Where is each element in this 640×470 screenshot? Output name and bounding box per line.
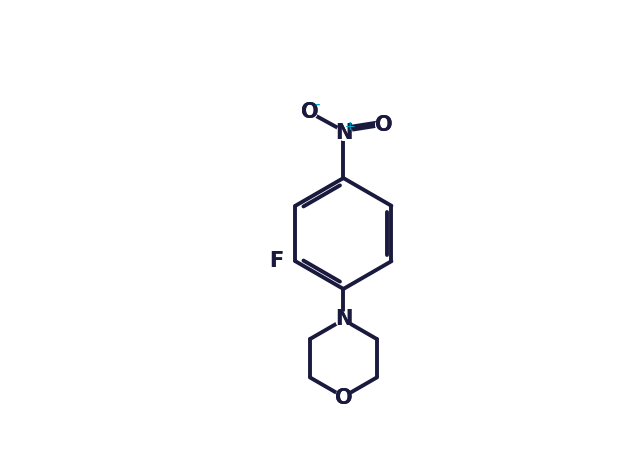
Text: -: -: [314, 97, 320, 112]
Text: O: O: [335, 387, 352, 407]
Circle shape: [336, 389, 351, 405]
Text: O: O: [301, 102, 318, 122]
Circle shape: [376, 117, 391, 133]
Text: N: N: [335, 309, 352, 329]
Text: O: O: [335, 387, 352, 407]
Text: O: O: [374, 115, 392, 135]
Text: F: F: [269, 251, 283, 271]
Text: +: +: [345, 120, 356, 133]
Circle shape: [302, 104, 317, 119]
Text: -: -: [314, 97, 320, 112]
Circle shape: [337, 125, 352, 141]
Text: O: O: [301, 102, 318, 122]
Text: F: F: [269, 251, 283, 271]
Text: N: N: [335, 123, 353, 142]
Circle shape: [336, 312, 351, 328]
Text: N: N: [335, 309, 352, 329]
Text: +: +: [345, 120, 356, 133]
Text: O: O: [374, 115, 392, 135]
Text: N: N: [335, 123, 353, 142]
